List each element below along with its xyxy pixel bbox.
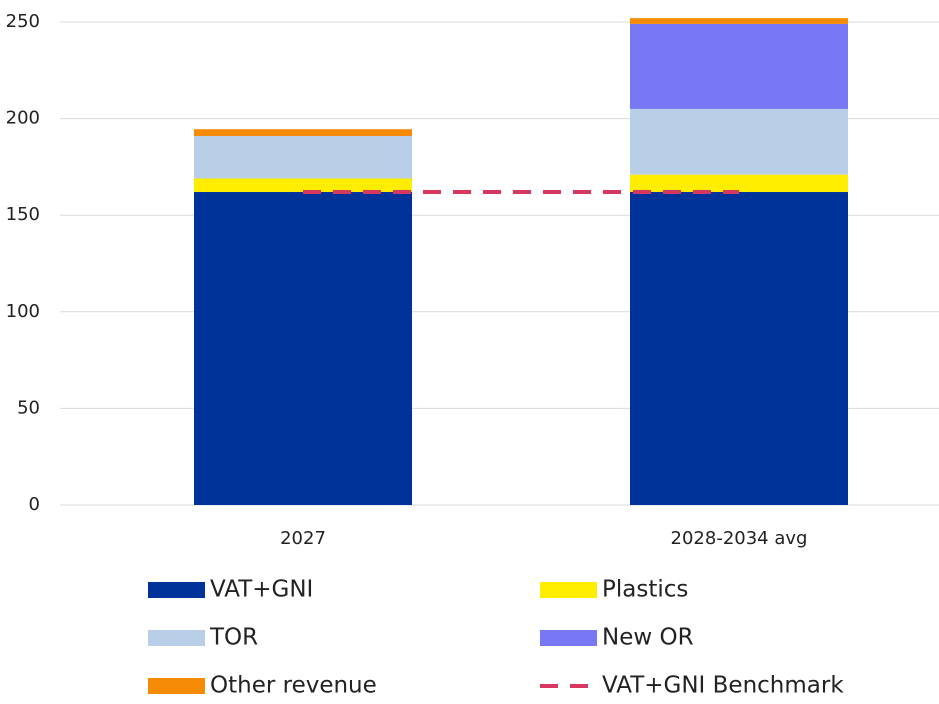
- legend-swatch: [148, 630, 205, 646]
- bar-segment: [630, 174, 848, 193]
- legend-label: New OR: [602, 625, 694, 651]
- y-tick-label: 0: [29, 494, 40, 515]
- legend-label: TOR: [209, 625, 258, 651]
- bar-segment: [194, 192, 412, 506]
- legend-label: VAT+GNI: [210, 577, 313, 603]
- y-tick-label: 150: [6, 204, 40, 225]
- legend-label: VAT+GNI Benchmark: [602, 673, 844, 699]
- legend-label: Other revenue: [210, 673, 377, 699]
- bar-segment: [630, 108, 848, 175]
- y-tick-label: 250: [6, 11, 40, 32]
- legend-swatch: [148, 678, 205, 694]
- bar-segment: [630, 18, 848, 24]
- bar-segment: [194, 178, 412, 193]
- y-tick-label: 100: [6, 301, 40, 322]
- bar-segment: [194, 129, 412, 136]
- legend-swatch: [540, 630, 597, 646]
- y-tick-label: 200: [6, 108, 40, 129]
- bar-segment: [194, 135, 412, 179]
- x-tick-label: 2028-2034 avg: [671, 528, 808, 549]
- legend-swatch: [148, 582, 205, 598]
- bar-segment: [630, 192, 848, 506]
- bar-segment: [630, 23, 848, 109]
- legend-swatch: [540, 582, 597, 598]
- legend-label: Plastics: [602, 577, 688, 603]
- y-tick-label: 50: [17, 397, 40, 418]
- x-tick-label: 2027: [280, 528, 326, 549]
